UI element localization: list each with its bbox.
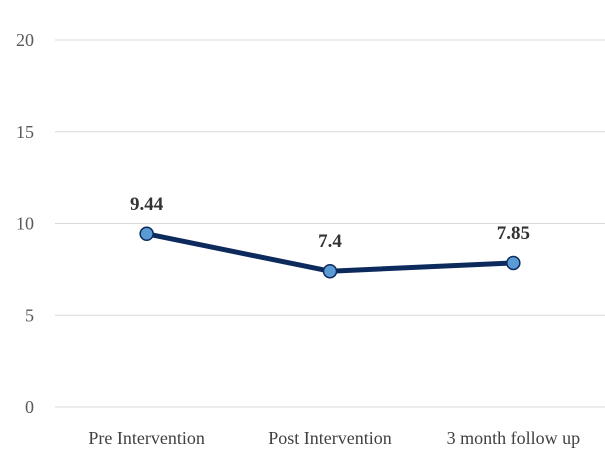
y-tick-label: 5 (25, 305, 34, 325)
data-label: 7.4 (318, 231, 342, 252)
data-point (322, 263, 338, 279)
x-tick-label: Pre Intervention (88, 428, 204, 448)
x-tick-label: Post Intervention (268, 428, 392, 448)
y-tick-label: 15 (16, 122, 34, 142)
x-tick-label: 3 month follow up (447, 428, 581, 448)
y-axis-tick-labels: 0 5 10 15 20 (16, 30, 34, 417)
x-axis-tick-labels: Pre Intervention Post Intervention 3 month… (88, 428, 580, 448)
data-label: 7.85 (497, 223, 530, 244)
y-tick-label: 20 (16, 30, 34, 50)
data-point (506, 255, 521, 271)
grid-lines (55, 39, 605, 408)
data-labels: 9.44 7.4 7.85 (130, 194, 530, 252)
y-tick-label: 10 (16, 214, 34, 234)
data-points (139, 226, 521, 279)
data-point (139, 226, 154, 242)
data-label: 9.44 (130, 194, 164, 215)
y-tick-label: 0 (25, 397, 34, 417)
